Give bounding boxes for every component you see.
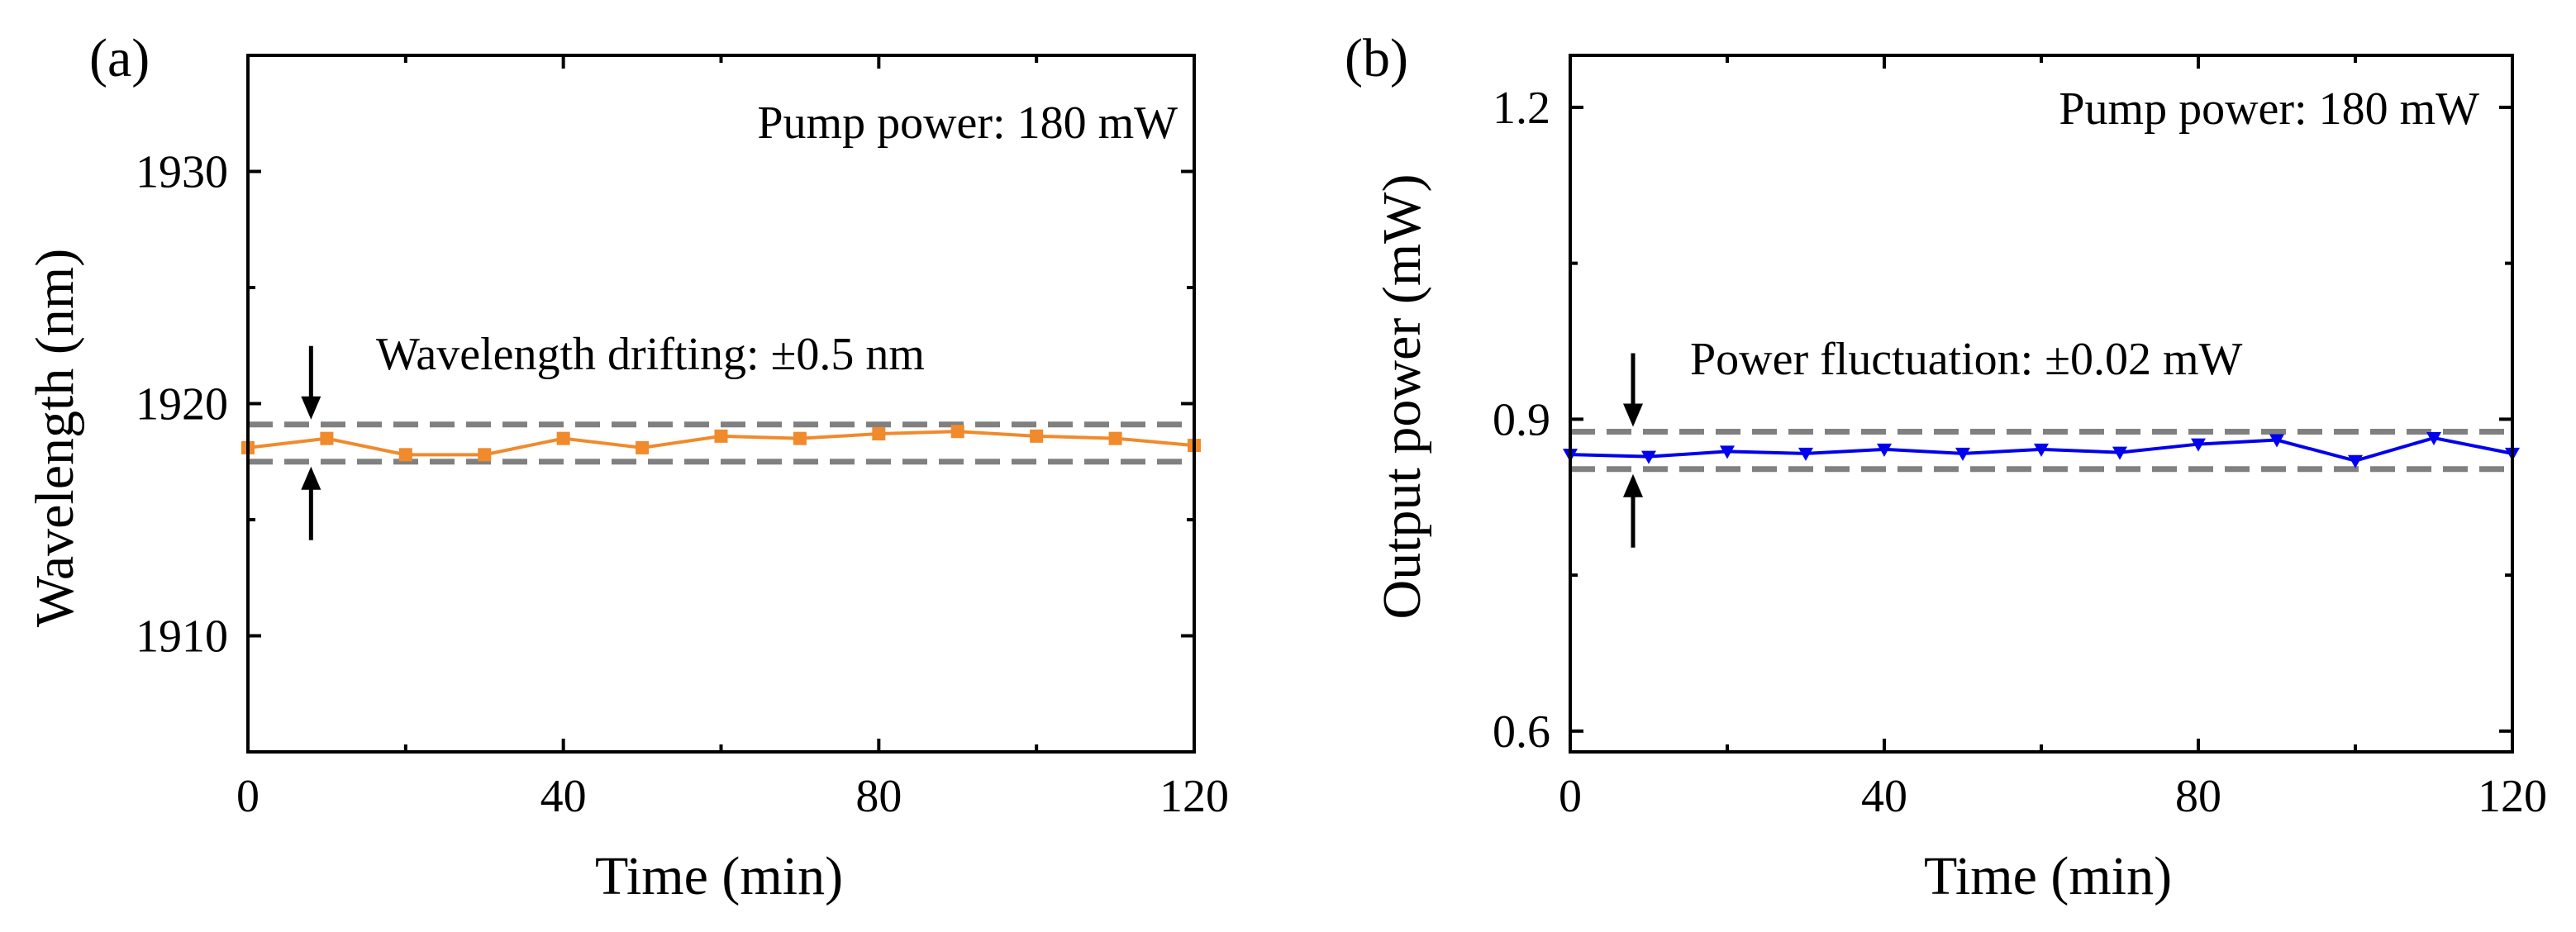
panel-b-y-tick-label: 0.9 [1493, 394, 1550, 445]
panel-b-fluctuation-note: Power fluctuation: ±0.02 mW [1690, 334, 2243, 385]
panel-b-pump-annotation: Pump power: 180 mW [2059, 83, 2479, 135]
panel-a-y-tick-label: 1920 [136, 379, 228, 430]
panel-a-data-point [556, 431, 570, 445]
panel-b-axes-frame [1569, 54, 2514, 754]
panel-b-up-arrow-icon [1623, 473, 1643, 497]
panel-b-y-tick-label: 1.2 [1493, 83, 1550, 134]
panel-b-data-point [2112, 446, 2127, 460]
panel-b-data-point [2034, 443, 2049, 457]
panel-a-data-point [398, 448, 412, 462]
panel-a-x-tick-label: 40 [540, 771, 587, 822]
panel-a-x-axis-title: Time (min) [595, 846, 843, 906]
panel-a-data-point [1030, 429, 1044, 443]
panel-b-y-tick-label: 0.6 [1493, 706, 1550, 758]
panel-b-data-point [1798, 447, 1813, 461]
panel-a-pump-annotation: Pump power: 180 mW [757, 97, 1178, 149]
panel-a-data-point [714, 429, 728, 443]
panel-a-data-point [1108, 431, 1122, 445]
panel-a-data-point [872, 427, 886, 441]
panel-a-x-tick-label: 120 [1159, 771, 1229, 822]
panel-b-x-tick-label: 120 [2478, 771, 2547, 822]
panel-a-data-point [320, 431, 334, 445]
panel-a-data-point [950, 425, 964, 439]
panel-a-data-point [478, 448, 492, 462]
panel-b-data-point [2348, 454, 2363, 468]
panel-b-data-point [2269, 434, 2284, 448]
panel-a: (a) Pump power: 180 mW Wavelength drifti… [25, 28, 1229, 906]
panel-b-data-point [1955, 447, 1970, 461]
panel-b-data-point [2191, 438, 2206, 452]
panel-a-up-arrow-icon [301, 466, 321, 490]
panel-b-y-axis-title: Output power (mW) [1372, 174, 1432, 620]
panel-b-data-point [1641, 450, 1656, 464]
panel-a-x-tick-label: 0 [236, 771, 260, 822]
panel-b: (b) Pump power: 180 mW Power fluctuation… [1345, 28, 2547, 906]
panel-b-x-axis-title: Time (min) [1924, 846, 2172, 906]
panel-a-x-tick-label: 80 [855, 771, 902, 822]
panel-b-x-tick-label: 80 [2175, 771, 2221, 822]
panel-b-down-arrow-icon [1623, 403, 1643, 427]
panel-a-data-point [636, 440, 650, 454]
panel-b-x-tick-label: 0 [1559, 771, 1582, 822]
panel-a-down-arrow-icon [301, 396, 321, 420]
panel-a-label: (a) [89, 28, 150, 88]
panel-a-drift-note: Wavelength drifting: ±0.5 nm [376, 329, 925, 380]
panel-a-y-tick-label: 1930 [136, 147, 228, 198]
panel-b-label: (b) [1345, 28, 1408, 88]
panel-b-data-point [2426, 432, 2441, 446]
panel-a-y-tick-label: 1910 [136, 611, 228, 663]
panel-a-y-axis-title: Wavelength (nm) [25, 249, 85, 627]
panel-b-data-point [1877, 443, 1892, 457]
panel-a-axes-frame [246, 54, 1196, 754]
panel-b-x-tick-label: 40 [1861, 771, 1907, 822]
panel-a-data-point [793, 431, 807, 445]
panel-b-data-point [1720, 445, 1735, 459]
